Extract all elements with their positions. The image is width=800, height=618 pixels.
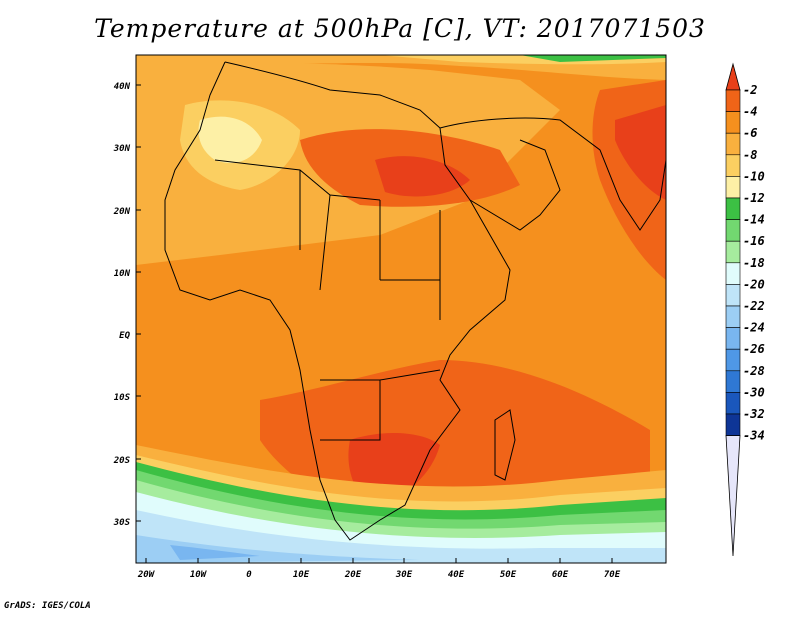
longitude-axis: 20W 10W 0 10E 20E 30E 40E 50E 60E 70E (137, 558, 621, 580)
colorbar-swatch (725, 348, 741, 372)
colorbar-label: -18 (743, 256, 765, 270)
colorbar-label: -14 (743, 213, 765, 227)
lat-label: 20S (113, 456, 131, 466)
lon-label: 20E (344, 570, 362, 580)
latitude-axis: 40N 30N 20N 10N EQ 10S 20S 30S (113, 82, 141, 528)
lon-label: 10W (190, 570, 208, 580)
lon-label: 40E (448, 570, 465, 580)
colorbar-label: -28 (743, 364, 765, 378)
colorbar-swatch (725, 219, 741, 242)
colorbar-swatch (725, 154, 741, 177)
lat-label: EQ (119, 331, 130, 341)
colorbar-swatch (725, 327, 741, 350)
colorbar-swatch (725, 392, 741, 415)
lon-label: 0 (246, 570, 252, 580)
colorbar-swatch (725, 305, 741, 328)
grads-credit: GrADS: IGES/COLA (4, 601, 91, 611)
colorbar-label: -8 (743, 148, 757, 162)
colorbar-swatch (725, 176, 741, 199)
lon-label: 10E (293, 570, 310, 580)
colorbar-label: -34 (743, 429, 765, 443)
colorbar-top-arrow (725, 62, 741, 91)
lon-label: 20W (137, 570, 156, 580)
colorbar: -2 -4 -6 -8 -10 -12 -14 -16 -18 -20 -22 -24 -26 -28 -3… (725, 62, 765, 557)
colorbar-swatch (725, 240, 741, 264)
colorbar-label: -4 (743, 105, 757, 119)
colorbar-swatch (725, 284, 741, 307)
lat-label: 10S (114, 393, 131, 403)
colorbar-label: -30 (743, 385, 765, 399)
lat-label: 30N (113, 144, 131, 154)
lat-label: 30S (113, 518, 131, 528)
coastlines (164, 61, 666, 541)
colorbar-label: -32 (743, 407, 765, 421)
colorbar-label: -2 (743, 83, 757, 97)
colorbar-swatch (725, 89, 741, 112)
colorbar-label: -22 (743, 299, 765, 313)
colorbar-label: -10 (743, 169, 765, 183)
colorbar-swatch (725, 370, 741, 393)
colorbar-label: -20 (743, 277, 765, 291)
plot-frame (135, 54, 667, 564)
lon-label: 50E (500, 570, 517, 580)
lon-label: 30E (395, 570, 413, 580)
temperature-field (136, 55, 666, 563)
plot-title: Temperature at 500hPa [C], VT: 201707150… (94, 14, 706, 43)
colorbar-label: -26 (743, 342, 765, 356)
colorbar-label: -24 (743, 321, 765, 335)
colorbar-swatch (725, 132, 741, 156)
colorbar-swatch (725, 111, 741, 134)
lon-label: 70E (604, 570, 621, 580)
lat-label: 10N (114, 269, 131, 279)
colorbar-label: -6 (743, 126, 757, 140)
lat-label: 40N (114, 82, 131, 92)
lon-label: 60E (552, 570, 569, 580)
colorbar-swatch (725, 262, 741, 285)
colorbar-swatch (725, 413, 741, 436)
colorbar-label: -12 (743, 191, 765, 205)
colorbar-bottom-arrow (725, 435, 741, 557)
colorbar-label: -16 (743, 234, 765, 248)
lat-label: 20N (113, 207, 131, 217)
colorbar-swatch (725, 197, 741, 220)
